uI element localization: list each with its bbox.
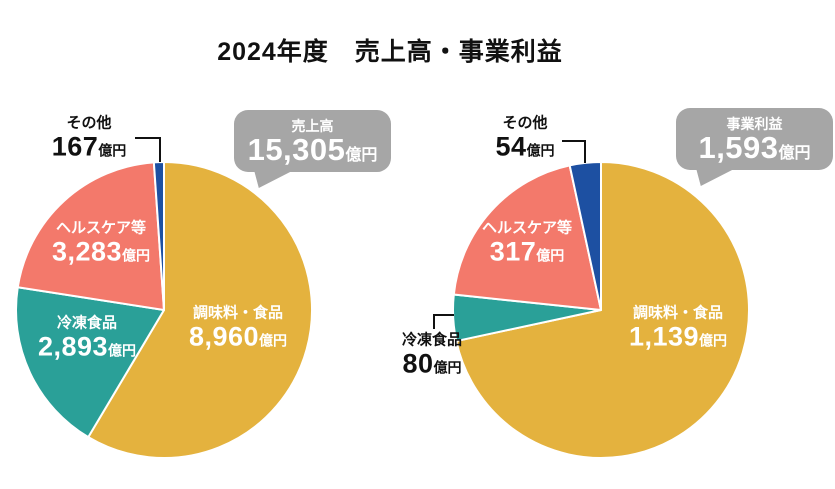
- slice-unit: 億円: [536, 247, 565, 264]
- slice-number: 167: [51, 131, 99, 162]
- slice-number: 80: [402, 348, 434, 379]
- business-profit-pie-chart: [453, 162, 749, 458]
- profit-total-callout: 事業利益 1,593億円: [676, 108, 833, 170]
- page-title: 2024年度 売上高・事業利益: [217, 38, 563, 66]
- slice-name: 調味料・食品: [192, 304, 284, 322]
- profit-label-other: その他 54億円: [495, 115, 554, 166]
- slice-value: 167億円: [52, 132, 127, 166]
- sales-pie-chart: [16, 162, 312, 458]
- sales-total-callout: 売上高 15,305億円: [234, 110, 391, 172]
- slice-number: 317: [489, 236, 537, 267]
- sales-slice-healthcare: [16, 162, 165, 311]
- slice-value: 317億円: [482, 237, 572, 271]
- profit-callout-value: 1,593億円: [676, 132, 833, 170]
- slice-number: 54: [495, 131, 527, 162]
- slice-number: 1,139: [628, 321, 700, 352]
- slice-unit: 億円: [699, 332, 728, 349]
- sales-label-frozen-foods: 冷凍食品 2,893億円: [38, 315, 136, 366]
- profit-label-seasonings-foods: 調味料・食品 1,139億円: [629, 305, 727, 356]
- slice-name: ヘルスケア等: [55, 219, 147, 237]
- slice-number: 2,893: [37, 331, 109, 362]
- slice-unit: 億円: [526, 142, 555, 159]
- slice-unit: 億円: [108, 342, 137, 359]
- profit-other-leader-line: [562, 140, 586, 163]
- sales-total-number: 15,305: [247, 132, 346, 167]
- profit-frozen-leader-line: [433, 314, 454, 329]
- slice-name: ヘルスケア等: [481, 219, 573, 237]
- profit-label-frozen-foods: 冷凍食品 80億円: [402, 332, 462, 383]
- sales-label-other: その他 167億円: [52, 115, 127, 166]
- sales-total-unit: 億円: [345, 147, 378, 164]
- business-profit-slice-seasonings-foods: [455, 162, 749, 458]
- slice-name: 冷凍食品: [56, 314, 118, 332]
- slice-name: その他: [66, 114, 112, 132]
- sales-slice-seasonings-foods: [87, 162, 312, 458]
- sales-slice-frozen-foods: [16, 286, 165, 439]
- slice-name: 調味料・食品: [632, 304, 724, 322]
- slice-value: 54億円: [495, 132, 554, 166]
- slice-value: 3,283億円: [52, 237, 150, 271]
- sales-label-healthcare: ヘルスケア等 3,283億円: [52, 220, 150, 271]
- slice-name: その他: [502, 114, 548, 132]
- profit-total-unit: 億円: [778, 145, 811, 162]
- slice-value: 2,893億円: [38, 332, 136, 366]
- sales-other-leader-line: [135, 137, 161, 162]
- profit-total-number: 1,593: [698, 130, 779, 165]
- slice-unit: 億円: [433, 359, 462, 376]
- slice-value: 80億円: [402, 349, 462, 383]
- business-profit-slice-healthcare: [453, 164, 602, 311]
- profit-callout-label: 事業利益: [726, 116, 783, 132]
- sales-slice-other: [152, 162, 165, 311]
- profit-label-healthcare: ヘルスケア等 317億円: [482, 220, 572, 271]
- sales-callout-value: 15,305億円: [234, 134, 391, 172]
- sales-label-seasonings-foods: 調味料・食品 8,960億円: [189, 305, 287, 356]
- slice-value: 1,139億円: [629, 322, 727, 356]
- slice-name: 冷凍食品: [401, 331, 463, 349]
- slice-value: 8,960億円: [189, 322, 287, 356]
- sales-callout-label: 売上高: [291, 118, 334, 134]
- slice-number: 3,283: [51, 236, 123, 267]
- slice-number: 8,960: [188, 321, 260, 352]
- slice-unit: 億円: [122, 247, 151, 264]
- slice-unit: 億円: [98, 142, 127, 159]
- slice-unit: 億円: [259, 332, 288, 349]
